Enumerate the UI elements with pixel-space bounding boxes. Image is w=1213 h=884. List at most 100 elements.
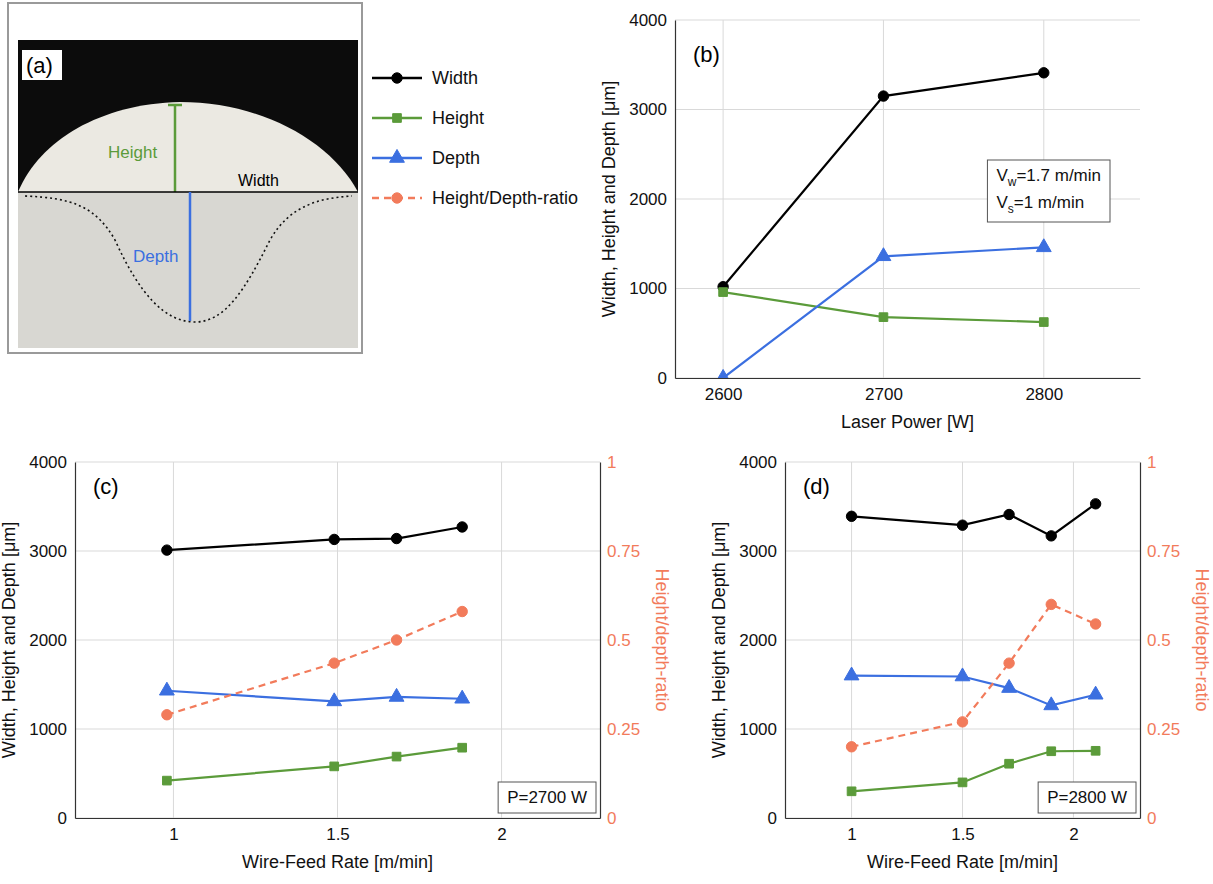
y-axis-title: Width, Height and Depth [μm] [599, 81, 619, 317]
tick-label: 0 [607, 809, 616, 828]
photo-bead [18, 102, 358, 192]
tick-label: 1.5 [951, 825, 975, 844]
y-axis-title: Width, Height and Depth [μm] [0, 522, 19, 758]
series-marker [1047, 747, 1056, 756]
photo-substrate [18, 192, 358, 348]
tick: 0 [658, 369, 675, 388]
series-marker [1088, 686, 1103, 699]
series-marker [330, 762, 339, 771]
tick: 1000 [29, 720, 75, 739]
axis-line [600, 463, 601, 819]
chart-panel: 11.520100020003000400000.250.50.751Wire-… [709, 453, 1212, 872]
y2-axis-title: Height/depth-ratio [652, 568, 672, 711]
annotation-text-part: P=2700 W [507, 788, 587, 807]
x-axis-title: Wire-Feed Rate [m/min] [867, 852, 1058, 872]
tick-label: 0.25 [1147, 720, 1180, 739]
annotation-text-part: P=2800 W [1047, 788, 1127, 807]
tick: 2700 [865, 378, 903, 404]
tick: 0.5 [1140, 631, 1171, 650]
annotation-box [987, 160, 1110, 222]
legend-item: Depth [372, 148, 480, 168]
tick: 2 [1069, 818, 1078, 844]
series-marker [957, 520, 967, 530]
width-line [18, 191, 358, 193]
series-marker [1091, 746, 1100, 755]
x-axis: 11.52 [76, 818, 601, 844]
legend-item: Width [372, 68, 478, 88]
x-axis: 11.52 [786, 818, 1141, 844]
tick-label: 1000 [739, 720, 777, 739]
panel-a: (a)HeightWidthDepth [8, 3, 362, 353]
tick-label: 3000 [739, 542, 777, 561]
series-marker [458, 743, 467, 752]
series-marker [1002, 680, 1017, 693]
series-line [723, 292, 1044, 322]
tick-label: 4000 [739, 453, 777, 472]
tick: 2800 [1025, 378, 1063, 404]
series-marker [1005, 759, 1014, 768]
grid [675, 20, 1140, 378]
series-marker [1090, 499, 1100, 509]
series-marker [844, 667, 859, 680]
tick-label: 4000 [29, 453, 67, 472]
legend-marker [390, 149, 405, 162]
series-marker [1039, 68, 1049, 78]
tick: 0 [1140, 809, 1156, 828]
legend-marker [392, 193, 402, 203]
series-marker [958, 778, 967, 787]
legend-label: Width [432, 68, 478, 88]
series-marker [846, 511, 856, 521]
series-marker [329, 658, 339, 668]
axis-line [675, 21, 676, 379]
annotation-text-part: =1 m/min [1014, 193, 1084, 212]
legend-item: Height/Depth-ratio [372, 188, 578, 208]
grid-line-y [75, 640, 600, 641]
plot-area [716, 68, 1052, 378]
legend-label: Depth [432, 148, 480, 168]
grid-line-y [785, 640, 1140, 641]
legend: Width Height Depth Height/Depth-ratio [372, 68, 578, 208]
legend-label: Height [432, 108, 484, 128]
tick-label: 0 [58, 809, 67, 828]
annotation: P=2700 W [498, 782, 596, 813]
tick: 2600 [705, 378, 743, 404]
tick-label: 2600 [705, 385, 743, 404]
panel-label: (c) [93, 474, 119, 499]
legend-item: Height [372, 108, 484, 128]
series-marker [159, 682, 174, 695]
series-line [167, 527, 462, 550]
axis-line [785, 463, 786, 819]
series-marker [392, 752, 401, 761]
axis-line [1140, 463, 1141, 819]
y2-axis: 00.250.50.751 [1140, 453, 1180, 828]
annotation: Vw=1.7 m/minVs=1 m/min [987, 160, 1110, 222]
grid-line-y [785, 729, 1140, 730]
tick-label: 0 [658, 369, 667, 388]
axis-line [786, 818, 1141, 819]
annotation-box [1038, 782, 1136, 813]
x-axis-title: Wire-Feed Rate [m/min] [242, 852, 433, 872]
series-line [852, 676, 1096, 706]
series-marker [389, 688, 404, 701]
tick: 1.5 [326, 818, 350, 844]
series-line [167, 691, 462, 702]
series-marker [1036, 239, 1051, 252]
grid-line-y [75, 818, 600, 819]
panel-label: (b) [693, 42, 720, 67]
tick: 2000 [29, 631, 75, 650]
tick: 1 [847, 818, 856, 844]
panel-frame [8, 3, 362, 353]
grid [75, 462, 600, 818]
series-marker [457, 522, 467, 532]
tick: 0 [58, 809, 75, 828]
figure: (a)HeightWidthDepth Width Height Depth Heigh… [0, 0, 1213, 884]
grid-line-y [675, 378, 1140, 379]
tick-label: 0.75 [607, 542, 640, 561]
annotation-symbol: V [996, 166, 1008, 185]
tick-label: 1.5 [326, 825, 350, 844]
y-axis-title: Width, Height and Depth [μm] [709, 522, 729, 758]
tick-label: 0.25 [607, 720, 640, 739]
tick: 2000 [739, 631, 785, 650]
series-marker [1004, 509, 1014, 519]
tick-label: 1000 [629, 279, 667, 298]
